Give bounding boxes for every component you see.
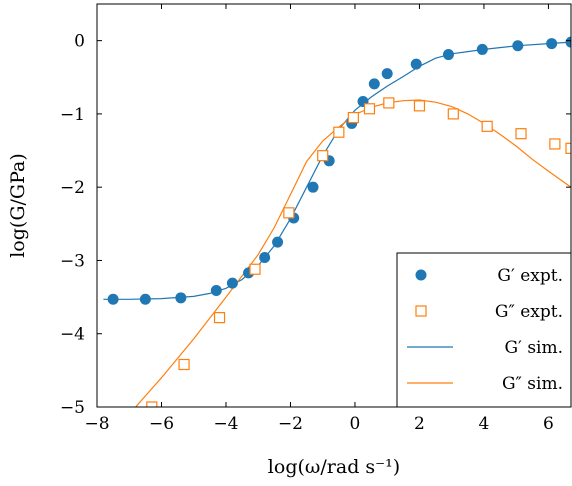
data-point — [318, 151, 328, 161]
data-point — [215, 313, 225, 323]
data-point — [211, 285, 222, 296]
x-tick-label: −4 — [213, 414, 238, 434]
y-tick-label: 0 — [74, 32, 85, 52]
x-tick-label: 0 — [350, 414, 361, 434]
data-point — [140, 294, 151, 305]
legend: G′ expt. G″ expt. G′ sim. G″ sim. — [397, 253, 571, 407]
data-point — [546, 38, 557, 49]
data-point — [382, 68, 393, 79]
y-tick-label: −4 — [60, 325, 85, 345]
data-point — [482, 121, 492, 131]
data-point — [516, 129, 526, 139]
data-point — [348, 113, 358, 123]
data-point — [108, 294, 119, 305]
x-tick-label: −2 — [278, 414, 303, 434]
x-tick-label: −6 — [149, 414, 174, 434]
data-point — [334, 127, 344, 137]
data-point — [414, 101, 424, 111]
data-point — [284, 208, 294, 218]
data-point — [179, 360, 189, 370]
y-tick-label: −5 — [60, 398, 85, 418]
x-axis-label: log(ω/rad s⁻¹) — [268, 456, 400, 478]
y-tick-label: −2 — [60, 178, 85, 198]
data-point — [369, 78, 380, 89]
data-point — [308, 182, 319, 193]
legend-label: G″ sim. — [502, 374, 563, 394]
data-point — [227, 278, 238, 289]
x-tick-label: −8 — [84, 414, 109, 434]
y-tick-label: −1 — [60, 105, 85, 125]
legend-label: G″ expt. — [495, 302, 563, 322]
data-point — [477, 44, 488, 55]
data-point — [448, 109, 458, 119]
data-point — [175, 292, 186, 303]
data-point — [272, 237, 283, 248]
x-tick-label: 6 — [543, 414, 554, 434]
data-point — [250, 264, 260, 274]
legend-label: G′ sim. — [504, 338, 563, 358]
y-axis-label: log(G/GPa) — [7, 153, 29, 258]
data-point — [384, 98, 394, 108]
data-point — [512, 40, 523, 51]
legend-marker — [416, 306, 426, 316]
x-tick-label: 4 — [479, 414, 490, 434]
legend-label: G′ expt. — [497, 266, 563, 286]
y-tick-label: −3 — [60, 251, 85, 271]
data-point — [411, 59, 422, 70]
data-point — [259, 252, 270, 263]
legend-marker — [416, 270, 427, 281]
data-point — [443, 49, 454, 60]
data-point — [550, 139, 560, 149]
x-tick-label: 2 — [414, 414, 425, 434]
data-point — [364, 104, 374, 114]
